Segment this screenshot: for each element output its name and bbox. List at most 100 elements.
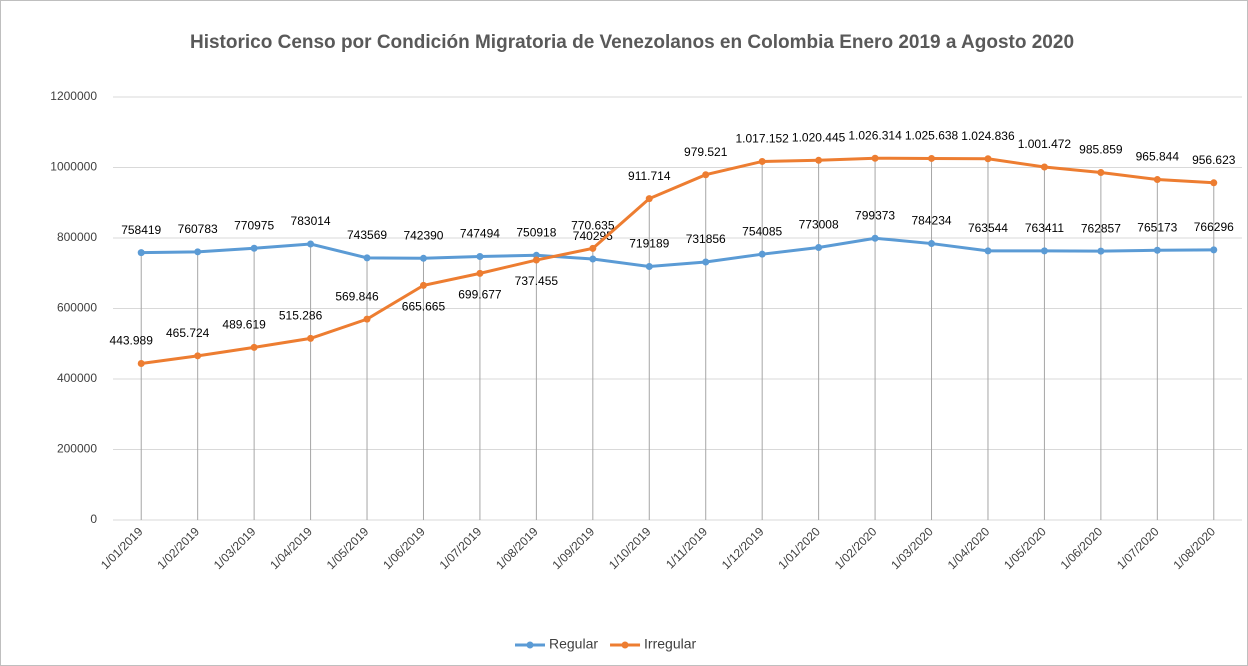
data-label: 763411 (1025, 221, 1064, 235)
data-label: 956.623 (1192, 153, 1236, 167)
point (194, 352, 202, 360)
data-label: 742390 (403, 228, 443, 242)
data-label: 750918 (516, 225, 556, 239)
x-tick-label: 1/01/2020 (775, 524, 823, 572)
x-tick-label: 1/10/2019 (606, 524, 654, 572)
point (1210, 179, 1218, 187)
data-label: 911.714 (628, 169, 671, 183)
data-label: 766296 (1194, 220, 1234, 234)
x-tick-label: 1/05/2019 (324, 524, 372, 572)
point (1097, 247, 1105, 255)
data-label: 783014 (291, 214, 331, 228)
point (419, 281, 427, 289)
point (1153, 246, 1161, 254)
point (307, 334, 315, 342)
x-tick-label: 1/11/2019 (663, 524, 710, 571)
x-tick-label: 1/04/2019 (267, 524, 315, 572)
data-label: 1.025.638 (905, 129, 959, 143)
chart-title: Historico Censo por Condición Migratoria… (189, 32, 1075, 53)
point (871, 234, 879, 242)
legend-label: Regular (549, 636, 598, 652)
data-label: 754085 (742, 224, 782, 238)
point (476, 269, 484, 277)
series-line (141, 156, 1214, 365)
data-label: 760783 (178, 222, 218, 236)
y-tick-label: 600000 (57, 301, 97, 315)
x-tick-label: 1/02/2020 (832, 524, 880, 572)
data-label: 699.677 (458, 288, 502, 302)
point (928, 154, 936, 162)
point (476, 253, 484, 261)
data-label: 665.665 (402, 300, 446, 314)
data-label: 747494 (460, 227, 500, 241)
data-label: 719189 (629, 237, 669, 251)
point (984, 247, 992, 255)
point (928, 240, 936, 248)
data-label: 765173 (1137, 220, 1177, 234)
data-label: 763544 (968, 221, 1008, 235)
data-label: 770.635 (571, 219, 615, 233)
x-tick-label: 1/06/2020 (1058, 524, 1106, 572)
x-tick-label: 1/08/2019 (493, 524, 541, 572)
data-label: 979.521 (684, 145, 728, 159)
point (1210, 246, 1218, 254)
x-tick-label: 1/02/2019 (154, 524, 202, 572)
x-tick-label: 1/08/2020 (1170, 524, 1218, 572)
y-tick-label: 1000000 (50, 160, 97, 174)
data-label: 743569 (347, 228, 387, 242)
data-label: 773008 (799, 218, 839, 232)
data-label: 1.001.472 (1018, 137, 1072, 151)
point (645, 262, 653, 270)
point (137, 249, 145, 257)
point (758, 250, 766, 258)
point (363, 254, 371, 262)
data-label: 731856 (686, 232, 726, 246)
data-label: 1.024.836 (961, 129, 1015, 143)
x-tick-label: 1/06/2019 (380, 524, 428, 572)
data-label: 465.724 (166, 326, 210, 340)
x-tick-label: 1/09/2019 (550, 524, 598, 572)
point (250, 343, 258, 351)
legend-label: Irregular (644, 636, 696, 652)
data-label: 985.859 (1079, 143, 1123, 157)
data-label: 965.844 (1136, 150, 1180, 164)
data-label: 569.846 (335, 289, 379, 303)
x-tick-label: 1/03/2020 (888, 524, 936, 572)
point (419, 254, 427, 262)
point (363, 315, 371, 323)
x-tick-label: 1/01/2019 (98, 524, 146, 572)
y-tick-label: 1200000 (50, 89, 97, 103)
data-label: 758419 (121, 223, 161, 237)
data-label: 489.619 (222, 318, 266, 332)
point (589, 255, 597, 263)
y-tick-label: 800000 (57, 230, 97, 244)
x-tick-label: 1/03/2019 (211, 524, 259, 572)
legend-marker (621, 641, 629, 649)
y-tick-label: 0 (90, 512, 97, 526)
point (1153, 176, 1161, 184)
y-tick-label: 200000 (57, 442, 97, 456)
data-label: 737.455 (515, 274, 559, 288)
x-tick-label: 1/07/2019 (437, 524, 485, 572)
data-label: 784234 (912, 214, 952, 228)
data-label: 1.017.152 (735, 132, 789, 146)
point (645, 195, 653, 203)
point (532, 256, 540, 264)
data-label: 770975 (234, 218, 274, 232)
y-tick-label: 400000 (57, 371, 97, 385)
point (307, 240, 315, 248)
point (250, 244, 258, 252)
data-label: 762857 (1081, 221, 1121, 235)
point (984, 155, 992, 163)
data-label: 443.989 (110, 334, 154, 348)
data-label: 515.286 (279, 309, 323, 323)
point (702, 258, 710, 266)
point (137, 359, 145, 367)
point (758, 157, 766, 165)
data-label: 1.026.314 (848, 128, 902, 142)
point (1097, 168, 1105, 176)
x-tick-label: 1/04/2020 (945, 524, 993, 572)
point (589, 244, 597, 252)
